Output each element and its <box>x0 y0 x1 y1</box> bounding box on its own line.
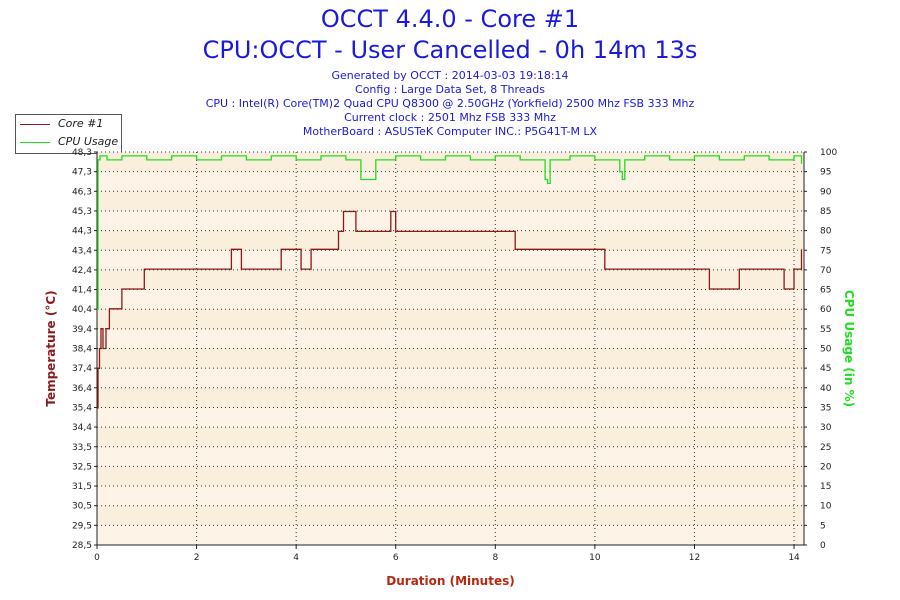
y-tick-label-right: 45 <box>820 364 831 374</box>
x-tick-label: 8 <box>492 553 498 563</box>
y-tick-label-left: 39,4 <box>72 325 92 335</box>
info-config: Config : Large Data Set, 8 Threads <box>355 83 545 96</box>
legend-label-core1: Core #1 <box>58 117 104 130</box>
legend-label-cpu-usage: CPU Usage <box>58 135 119 148</box>
x-tick-label: 10 <box>589 553 601 563</box>
plot-band <box>97 230 804 251</box>
plot-band <box>97 191 804 211</box>
series-line-core-1 <box>97 210 803 409</box>
y-axis-label-left: Temperature (°C) <box>44 290 58 406</box>
y-tick-label-right: 90 <box>820 187 832 197</box>
x-tick-label: 6 <box>393 553 399 563</box>
x-tick-label: 2 <box>194 553 200 563</box>
y-tick-label-right: 95 <box>820 168 831 178</box>
y-tick-label-right: 65 <box>820 286 831 296</box>
y-tick-label-left: 44,3 <box>72 227 92 237</box>
y-tick-label-left: 33,5 <box>72 443 92 453</box>
y-tick-label-right: 75 <box>820 246 831 256</box>
plot-band <box>97 152 804 172</box>
y-tick-label-right: 30 <box>820 423 832 433</box>
info-clock: Current clock : 2501 Mhz FSB 333 Mhz <box>344 111 556 124</box>
y-tick-label-right: 80 <box>820 227 832 237</box>
x-axis-label: Duration (Minutes) <box>386 574 514 588</box>
y-axis-label-right: CPU Usage (in %) <box>842 290 856 407</box>
plot-band <box>97 387 804 408</box>
x-tick-label: 12 <box>689 553 700 563</box>
plot-band <box>97 466 804 487</box>
y-tick-label-right: 20 <box>820 462 832 472</box>
plot-band <box>97 427 804 447</box>
y-tick-label-right: 25 <box>820 443 831 453</box>
x-tick-label: 4 <box>293 553 299 563</box>
plot-band <box>97 505 804 526</box>
y-tick-label-left: 38,4 <box>72 345 92 355</box>
y-tick-label-left: 41,4 <box>72 286 92 296</box>
y-tick-label-left: 46,3 <box>72 187 92 197</box>
y-tick-label-right: 60 <box>820 305 832 315</box>
y-tick-label-left: 43,4 <box>72 246 92 256</box>
y-tick-label-right: 35 <box>820 403 831 413</box>
y-tick-label-left: 28,5 <box>72 541 92 551</box>
y-tick-label-left: 40,4 <box>72 305 92 315</box>
y-tick-label-left: 45,3 <box>72 207 92 217</box>
x-tick-label: 14 <box>788 553 800 563</box>
series-line-cpu-usage <box>97 155 803 310</box>
y-tick-label-right: 5 <box>820 521 826 531</box>
y-tick-label-right: 55 <box>820 325 831 335</box>
y-tick-label-left: 32,5 <box>72 462 92 472</box>
y-tick-label-left: 37,4 <box>72 364 92 374</box>
y-tick-label-left: 29,5 <box>72 521 92 531</box>
chart-title: OCCT 4.4.0 - Core #1 <box>320 5 580 33</box>
info-generated: Generated by OCCT : 2014-03-03 19:18:14 <box>331 69 569 82</box>
y-tick-label-left: 30,5 <box>72 502 92 512</box>
y-tick-label-right: 10 <box>820 502 832 512</box>
y-tick-label-right: 100 <box>820 148 837 158</box>
y-tick-label-right: 0 <box>820 541 826 551</box>
plot-band <box>97 309 804 329</box>
plot-band <box>97 348 804 369</box>
y-tick-label-right: 40 <box>820 384 832 394</box>
y-tick-label-left: 42,4 <box>72 266 92 276</box>
chart-subtitle: CPU:OCCT - User Cancelled - 0h 14m 13s <box>202 36 698 64</box>
y-tick-label-left: 47,3 <box>72 168 92 178</box>
legend-swatch-cpu-usage <box>20 142 50 143</box>
info-cpu: CPU : Intel(R) Core(TM)2 Quad CPU Q8300 … <box>205 97 695 110</box>
x-tick-label: 0 <box>94 553 100 563</box>
plot-band <box>97 269 804 290</box>
y-tick-label-right: 50 <box>820 345 832 355</box>
y-tick-label-right: 70 <box>820 266 832 276</box>
legend-swatch-core1 <box>20 124 50 125</box>
legend: Core #1 CPU Usage <box>15 114 122 154</box>
y-tick-label-left: 35,4 <box>72 403 92 413</box>
y-tick-label-right: 85 <box>820 207 831 217</box>
y-tick-label-right: 15 <box>820 482 831 492</box>
info-motherboard: MotherBoard : ASUSTeK Computer INC.: P5G… <box>302 125 598 138</box>
y-tick-label-left: 34,4 <box>72 423 92 433</box>
y-tick-label-left: 48,3 <box>72 148 92 158</box>
y-tick-label-left: 31,5 <box>72 482 92 492</box>
y-tick-label-left: 36,4 <box>72 384 92 394</box>
